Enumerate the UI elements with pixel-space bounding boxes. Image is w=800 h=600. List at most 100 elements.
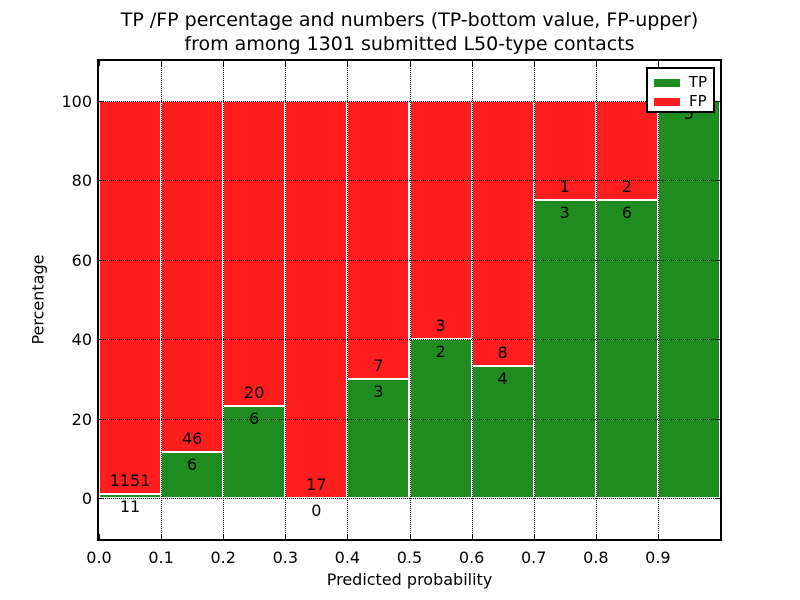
y-axis-title: Percentage (28, 254, 48, 345)
y-tick-label: 80 (71, 171, 92, 190)
x-tick-label: 0.0 (86, 548, 112, 567)
tp-bar-segment (471, 365, 534, 498)
x-tick-mark (595, 534, 597, 539)
y-tick-mark (715, 259, 720, 261)
x-axis-title: Predicted probability (326, 570, 493, 589)
fp-bar-segment (533, 100, 596, 200)
x-tick-label: 0.6 (458, 548, 485, 567)
x-gridline (533, 61, 535, 539)
fp-bar-segment (595, 100, 658, 200)
x-tick-label: 0.2 (210, 548, 236, 567)
y-tick-label: 0 (81, 489, 92, 508)
y-tick-mark (715, 498, 720, 499)
x-tick-mark (285, 534, 287, 539)
x-gridline (223, 61, 225, 539)
tp-count-label: 6 (249, 409, 260, 429)
x-tick-mark (223, 61, 225, 66)
fp-count-label: 1 (559, 176, 570, 196)
x-tick-mark (99, 61, 100, 66)
x-tick-mark (99, 534, 100, 539)
y-tick-mark (715, 100, 720, 102)
x-tick-label: 0.3 (272, 548, 299, 567)
chart-title-line1: TP /FP percentage and numbers (TP-bottom… (120, 9, 699, 31)
y-tick-label: 20 (71, 409, 92, 429)
x-tick-label: 0.1 (148, 548, 174, 567)
tp-color-swatch (654, 78, 680, 87)
fp-count-label: 8 (497, 342, 508, 362)
fp-count-label: 1151 (109, 471, 151, 491)
y-tick-mark (715, 418, 720, 420)
x-tick-label: 0.4 (334, 548, 361, 567)
tp-count-label: 2 (435, 342, 446, 361)
tp-bar-segment (657, 100, 720, 498)
y-tick-mark (99, 498, 104, 499)
plot-area: 1151 11 46 6 20 6 17 0 7 3 3 2 8 4 1 3 2 6 5 (99, 61, 720, 539)
y-tick-mark (99, 418, 104, 420)
x-tick-label: 0.5 (396, 548, 423, 567)
tp-count-label: 6 (621, 202, 632, 222)
legend-label-tp: TP (688, 73, 707, 91)
tp-count-label: 3 (559, 202, 570, 222)
legend-item-fp: FP (654, 92, 707, 111)
fp-count-label: 20 (244, 383, 265, 403)
y-tick-mark (715, 339, 720, 340)
tp-count-label: 5 (683, 103, 695, 123)
fp-count-label: 2 (621, 176, 632, 196)
x-gridline (595, 61, 597, 539)
x-tick-mark (657, 534, 659, 539)
tp-bar-segment (533, 199, 596, 498)
fp-count-label: 7 (373, 355, 384, 375)
legend-item-tp: TP (654, 73, 707, 92)
fp-color-swatch (654, 97, 680, 106)
x-gridline (657, 61, 659, 539)
x-tick-mark (347, 61, 349, 66)
fp-bar-segment (99, 100, 162, 495)
chart-title-line2: from among 1301 submitted L50-type conta… (184, 33, 635, 55)
y-tick-mark (99, 180, 104, 181)
tp-bar-segment (595, 199, 658, 498)
x-tick-mark (223, 534, 225, 539)
x-tick-mark (347, 534, 349, 539)
tp-bar-segment (99, 494, 162, 498)
y-tick-label: 100 (61, 91, 92, 111)
chart-title: TP /FP percentage and numbers (TP-bottom… (99, 8, 720, 56)
x-gridline (161, 61, 163, 539)
tp-bar-segment (347, 378, 410, 498)
x-tick-mark (161, 534, 163, 539)
x-tick-mark (471, 61, 473, 66)
x-tick-mark (595, 61, 597, 66)
tp-bar-segment (223, 406, 286, 498)
y-tick-mark (715, 180, 720, 181)
fp-bar-segment (223, 100, 286, 407)
tp-count-label: 0 (311, 501, 322, 520)
x-tick-mark (161, 61, 163, 66)
tp-count-label: 6 (187, 455, 198, 475)
x-tick-mark (533, 61, 535, 66)
y-tick-label: 60 (71, 250, 92, 270)
fp-bar-segment (161, 100, 224, 453)
x-tick-label: 0.9 (645, 548, 671, 567)
x-tick-mark (285, 61, 287, 66)
tp-count-label: 11 (119, 497, 141, 517)
y-tick-label: 40 (71, 330, 92, 349)
tp-count-label: 3 (373, 381, 384, 401)
x-gridline (347, 61, 349, 539)
x-tick-mark (409, 534, 411, 539)
fp-bar-segment (347, 100, 410, 379)
x-gridline (409, 61, 411, 539)
fp-bar-segment (285, 100, 348, 498)
y-tick-mark (99, 339, 104, 340)
x-tick-label: 0.8 (583, 548, 609, 567)
tp-count-label: 4 (497, 368, 508, 388)
fp-count-label: 46 (181, 429, 203, 449)
fp-count-label: 3 (435, 316, 446, 335)
legend: TP FP (646, 67, 715, 113)
x-gridline (285, 61, 287, 539)
fp-count-label: 17 (306, 475, 327, 494)
x-tick-mark (471, 534, 473, 539)
x-tick-mark (409, 61, 411, 66)
fp-bar-segment (409, 100, 472, 339)
x-tick-mark (533, 534, 535, 539)
fp-bar-segment (471, 100, 534, 366)
